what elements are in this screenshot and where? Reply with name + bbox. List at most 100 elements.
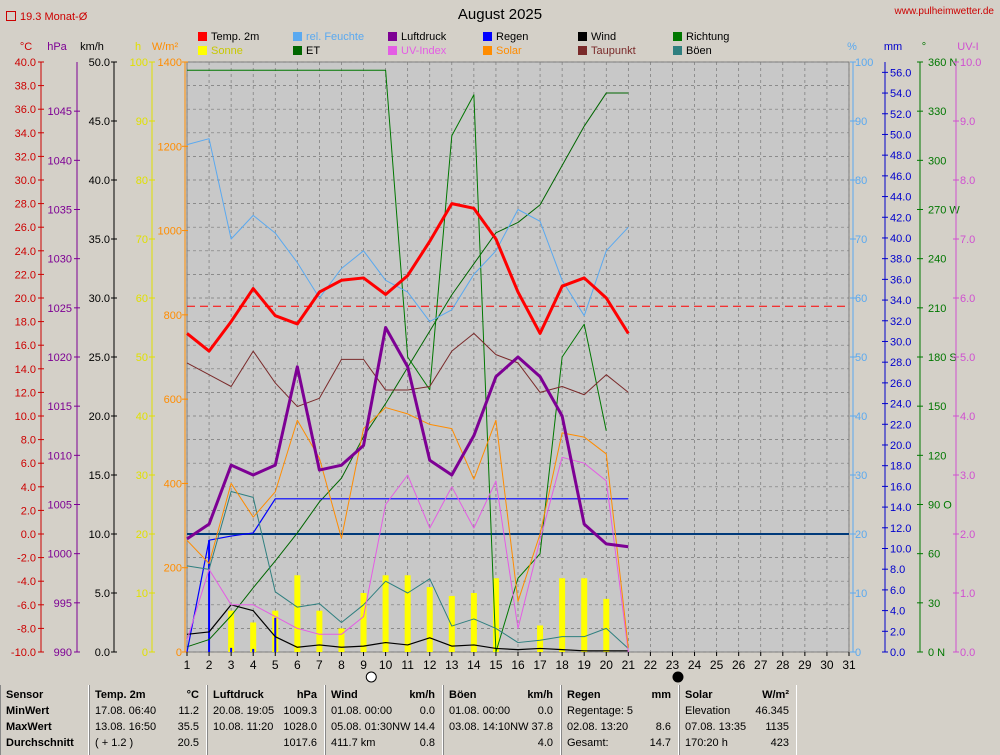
direction-axis-tick-label: 180 S xyxy=(928,352,957,364)
x-tick-label: 16 xyxy=(511,658,525,672)
monthly-average-label: 19.3 Monat-Ø xyxy=(6,11,87,23)
sunshine-bar xyxy=(338,628,345,652)
site-link[interactable]: www.pulheimwetter.de xyxy=(894,6,995,17)
x-tick-label: 10 xyxy=(379,658,393,672)
humidity-axis-unit: % xyxy=(847,41,857,53)
pressure-axis-tick-label: 1030 xyxy=(48,254,72,266)
x-tick-label: 8 xyxy=(338,658,345,672)
solar-axis-tick-label: 400 xyxy=(164,478,182,490)
table-header: Sensor xyxy=(6,689,44,701)
table-header-unit: hPa xyxy=(296,689,317,701)
x-tick-label: 17 xyxy=(533,658,547,672)
table-cell-value: 4.0 xyxy=(537,737,553,749)
rain-axis-tick-label: 24.0 xyxy=(890,399,911,411)
wind-axis-tick-label: 35.0 xyxy=(89,234,110,246)
humidity-axis-tick-label: 0 xyxy=(855,647,861,659)
x-tick-label: 6 xyxy=(294,658,301,672)
temp-axis-tick-label: -10.0 xyxy=(11,647,36,659)
rain-axis-tick-label: 36.0 xyxy=(890,274,911,286)
humidity-axis-tick-label: 40 xyxy=(855,411,867,423)
uv-axis-tick-label: 4.0 xyxy=(960,411,975,423)
table-row-label: MaxWert xyxy=(6,721,52,733)
uv-line xyxy=(186,456,629,653)
temp-axis-tick-label: 2.0 xyxy=(21,505,36,517)
legend-label: Sonne xyxy=(211,45,243,57)
x-tick-label: 20 xyxy=(600,658,614,672)
table-cell: 03.08. 14:10NW 37.8 xyxy=(449,721,553,733)
temp-axis-tick-label: -8.0 xyxy=(17,623,36,635)
wind-line xyxy=(186,604,629,652)
direction-axis-tick-label: 30 xyxy=(928,598,940,610)
table-cell-value: 20.5 xyxy=(177,737,199,749)
table-header: Temp. 2m xyxy=(95,689,146,701)
legend-label: Taupunkt xyxy=(591,45,636,57)
legend-item: rel. Feuchte xyxy=(293,31,364,43)
table-header-unit: mm xyxy=(651,689,671,701)
legend-swatch-icon xyxy=(293,32,302,41)
table-cell: 17.08. 06:40 xyxy=(95,705,157,717)
pressure-axis-tick-label: 1015 xyxy=(48,401,72,413)
table-column-panel xyxy=(0,685,89,755)
rain-axis-unit: mm xyxy=(884,41,902,53)
wind-axis-tick-label: 40.0 xyxy=(89,175,110,187)
temp-axis-tick-label: 32.0 xyxy=(15,151,36,163)
temp-axis-tick-label: 12.0 xyxy=(15,387,36,399)
legend-swatch-icon xyxy=(578,46,587,55)
rain-axis-tick-label: 50.0 xyxy=(890,129,911,141)
direction-axis-tick-label: 90 O xyxy=(928,500,952,512)
x-tick-label: 5 xyxy=(272,658,279,672)
legend-label: Solar xyxy=(496,45,522,57)
pressure-axis-tick-label: 1005 xyxy=(48,500,72,512)
pressure-axis-tick-label: 1000 xyxy=(48,549,72,561)
legend-item: Regen xyxy=(483,31,528,43)
table-header-unit: °C xyxy=(186,689,199,701)
direction-axis-tick-label: 120 xyxy=(928,450,946,462)
pressure-axis-tick-label: 990 xyxy=(54,647,72,659)
table-cell: Elevation xyxy=(685,705,731,717)
legend-swatch-icon xyxy=(198,32,207,41)
sunshine-bar xyxy=(294,575,301,652)
full-moon-icon xyxy=(365,671,377,683)
table-header: Böen xyxy=(449,689,477,701)
temp-axis-tick-label: 40.0 xyxy=(15,57,36,69)
temp-axis-tick-label: -4.0 xyxy=(17,576,36,588)
table-cell-value: 0.0 xyxy=(537,705,553,717)
table-cell-value: 423 xyxy=(770,737,789,749)
x-tick-label: 15 xyxy=(489,658,503,672)
sunshine-bar xyxy=(448,595,455,652)
table-column-panel xyxy=(89,685,207,755)
x-tick-label: 1 xyxy=(184,658,191,672)
temp-axis-tick-label: 36.0 xyxy=(15,104,36,116)
humidity-axis-tick-label: 70 xyxy=(855,234,867,246)
table-column-panel xyxy=(561,685,679,755)
temp-axis-tick-label: 8.0 xyxy=(21,435,36,447)
x-tick-label: 25 xyxy=(710,658,724,672)
rain-axis-tick-label: 26.0 xyxy=(890,378,911,390)
legend-swatch-icon xyxy=(673,32,682,41)
table-cell: 411.7 km xyxy=(331,737,376,749)
uv-axis-unit: UV-I xyxy=(957,41,978,53)
table-cell: ( + 1.2 ) xyxy=(95,737,134,749)
solar-axis-tick-label: 1200 xyxy=(158,141,182,153)
solar-axis-tick-label: 1000 xyxy=(158,226,182,238)
rain-axis-tick-label: 6.0 xyxy=(890,585,905,597)
x-tick-label: 12 xyxy=(423,658,437,672)
legend-swatch-icon xyxy=(293,46,302,55)
humidity-axis-tick-label: 90 xyxy=(855,116,867,128)
table-header: Solar xyxy=(685,689,713,701)
sunshine-bar xyxy=(228,610,235,652)
legend-swatch-icon xyxy=(673,46,682,55)
weather-chart: 40.038.036.034.032.030.028.026.024.022.0… xyxy=(11,41,981,683)
sun-axis-tick-label: 100 xyxy=(130,57,148,69)
legend-item: Taupunkt xyxy=(578,45,636,57)
rain-axis-tick-label: 12.0 xyxy=(890,523,911,535)
x-tick-label: 21 xyxy=(622,658,636,672)
humidity-axis-tick-label: 20 xyxy=(855,529,867,541)
direction-line xyxy=(187,69,607,653)
wind-axis-tick-label: 10.0 xyxy=(89,529,110,541)
chart-title: August 2025 xyxy=(457,6,543,23)
table-row-label: MinWert xyxy=(6,705,50,717)
sunshine-bar xyxy=(492,578,499,652)
rain-axis-tick-label: 2.0 xyxy=(890,626,905,638)
wind-axis-tick-label: 15.0 xyxy=(89,470,110,482)
